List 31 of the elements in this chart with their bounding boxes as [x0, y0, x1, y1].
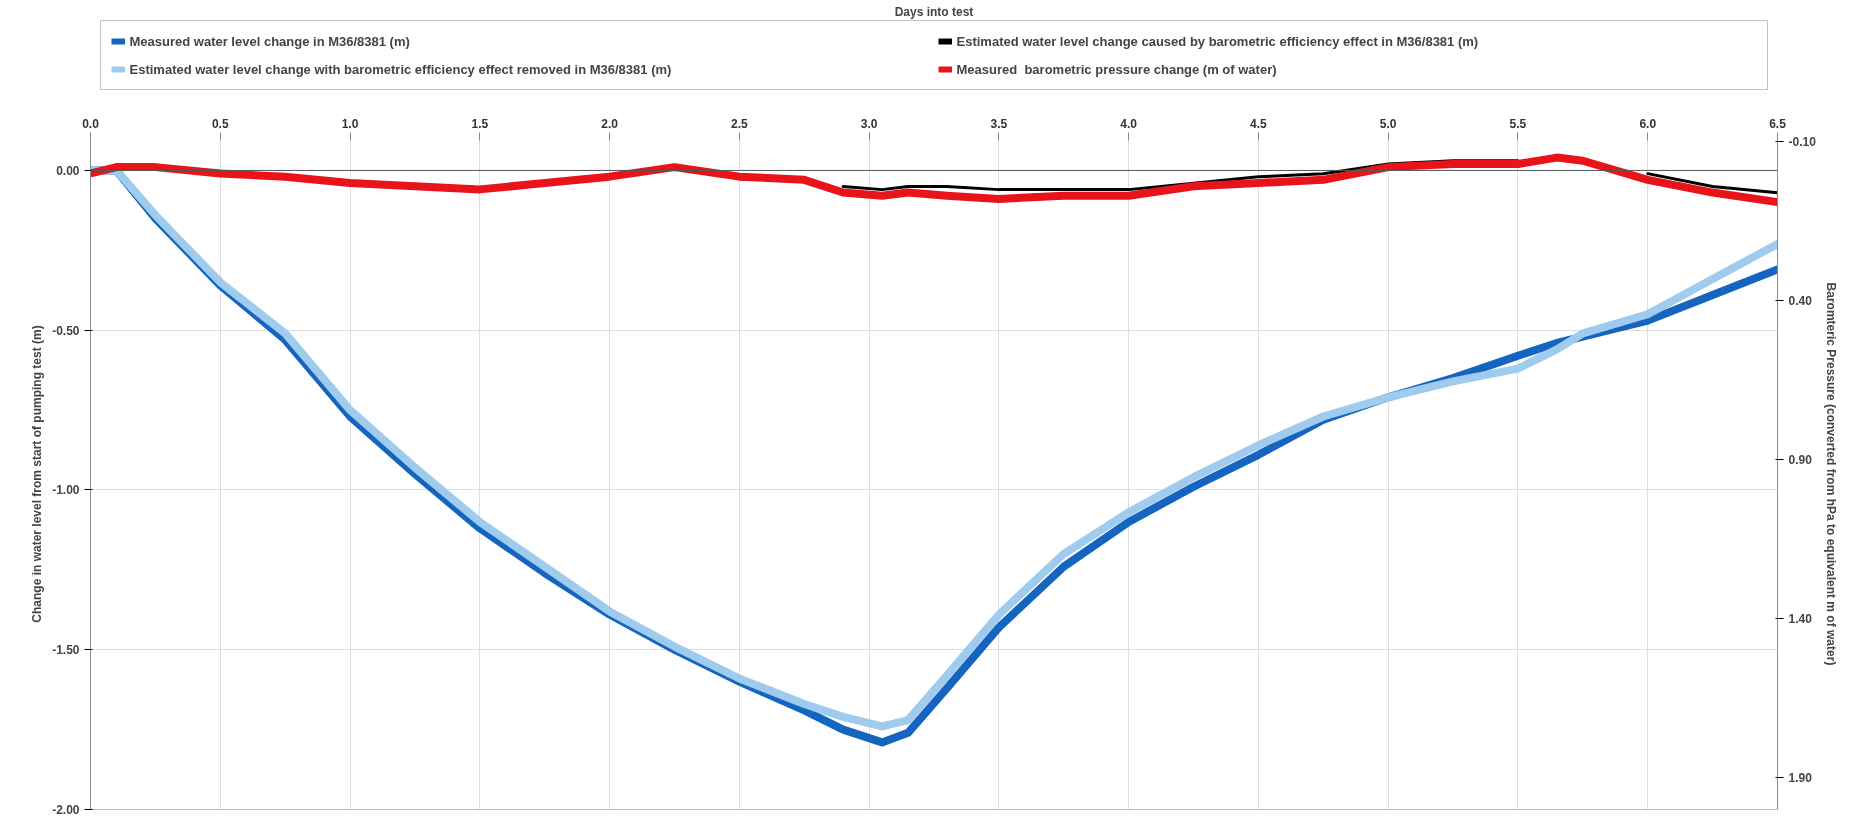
- y-tick-label: -1.50: [52, 643, 80, 658]
- y-tick-label: 0.00: [56, 163, 80, 178]
- y2-tick-label: 0.90: [1788, 453, 1813, 468]
- y2-tick-label: 1.40: [1788, 612, 1813, 627]
- x-tick-label: 2.5: [731, 116, 749, 131]
- x-tick-label: 5.5: [1509, 116, 1527, 131]
- legend-label: Estimated water level change caused by barometric efficiency effect in M36/8381 (m): [956, 33, 1480, 49]
- x-tick-label: 3.5: [990, 116, 1008, 131]
- x-tick-label: 0.5: [211, 116, 229, 131]
- x-tick-label: 3.0: [860, 116, 878, 131]
- y2-tick-label: 0.40: [1788, 294, 1813, 309]
- x-tick-label: 4.0: [1120, 116, 1138, 131]
- x-tick-label: 1.0: [341, 116, 359, 131]
- y-tick-label: -1.00: [52, 483, 80, 498]
- x-tick-label: 2.0: [601, 116, 619, 131]
- y-axis-title: Change in water level from start of pumping test (m): [30, 325, 45, 623]
- y2-axis-title: Baromteric Pressure (converted from hPa to equivalent m of water): [1823, 282, 1838, 666]
- legend-label: Measured barometric pressure change (m of water): [956, 61, 1278, 77]
- y2-tick-label: -0.10: [1788, 135, 1817, 150]
- x-tick-label: 0.0: [82, 116, 100, 131]
- y-tick-label: -2.00: [52, 803, 80, 817]
- x-tick-label: 4.5: [1250, 116, 1268, 131]
- x-tick-label: 6.5: [1769, 116, 1787, 131]
- text: Days into test: [894, 4, 974, 19]
- x-tick-label: 5.0: [1379, 116, 1397, 131]
- legend-label: Estimated water level change with barometric efficiency effect removed in M36/8381 (m): [129, 61, 673, 77]
- x-tick-label: 6.0: [1639, 116, 1657, 131]
- x-tick-label: 1.5: [471, 116, 489, 131]
- y-tick-label: -0.50: [52, 323, 80, 338]
- legend-label: Measured water level change in M36/8381 (m): [129, 33, 411, 49]
- y2-tick-label: 1.90: [1788, 771, 1813, 786]
